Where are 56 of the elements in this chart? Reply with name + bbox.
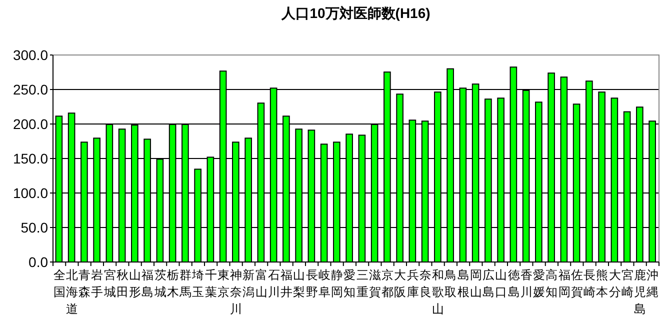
x-tick-label: 広島: [482, 268, 495, 299]
x-tick-label: 宮城: [102, 268, 116, 299]
x-tick-label: 滋賀: [368, 268, 381, 299]
x-tick-label: 兵庫: [406, 268, 419, 299]
x-tick-label: 埼玉: [191, 268, 204, 299]
x-tick-label: 高知: [546, 268, 558, 299]
x-tick-label: 山梨: [293, 268, 306, 299]
y-tick-label: 0.0: [28, 254, 48, 270]
x-tick-label: 大阪: [394, 268, 406, 299]
x-tick-label: 栃木: [166, 268, 179, 299]
x-tick-label: 長野: [306, 268, 318, 299]
x-tick-label: 山口: [495, 268, 508, 299]
x-tick-label: 鹿児島: [634, 268, 646, 316]
y-tick-label: 50.0: [20, 220, 48, 236]
x-tick-label: 長崎: [584, 268, 596, 299]
x-tick-label: 新潟: [242, 268, 255, 299]
x-tick-label: 岩手: [91, 268, 104, 299]
y-tick-label: 250.0: [12, 82, 48, 98]
x-tick-label: 大分: [608, 268, 621, 299]
x-tick-label: 京都: [382, 268, 394, 299]
x-tick-label: 香川: [520, 268, 532, 299]
x-tick-label: 秋田: [116, 268, 128, 299]
x-tick-label: 佐賀: [570, 268, 583, 299]
x-tick-label: 全国: [53, 268, 66, 299]
x-tick-label: 宮崎: [621, 268, 634, 299]
y-tick-label: 300.0: [12, 47, 48, 63]
x-tick-label: 三重: [356, 268, 368, 299]
x-tick-label: 沖縄: [646, 268, 659, 299]
x-tick-label: 群馬: [178, 268, 192, 299]
x-tick-label: 福島: [142, 268, 154, 299]
x-tick-label: 青森: [78, 268, 91, 299]
x-tick-label: 愛媛: [533, 268, 546, 299]
x-tick-label: 奈良: [419, 268, 432, 299]
x-tick-label: 山形: [129, 268, 142, 299]
x-tick-label: 島根: [457, 268, 470, 299]
title: 人口10万対医師数(H16): [282, 5, 430, 21]
x-tick-label: 静岡: [331, 268, 344, 299]
x-tick-label: 福井: [280, 268, 293, 299]
x-tick-label: 茨城: [153, 268, 166, 299]
y-tick-label: 100.0: [12, 185, 48, 201]
y-tick-label: 200.0: [12, 116, 48, 132]
x-tick-label: 富山: [255, 268, 268, 299]
x-tick-label: 千葉: [204, 268, 217, 299]
x-tick-label: 熊本: [596, 268, 608, 299]
x-tick-label: 北海道: [66, 268, 78, 316]
x-tick-label: 岡山: [470, 268, 482, 299]
x-tick-label: 徳島: [508, 268, 520, 299]
x-tick-label: 神奈川: [230, 268, 242, 316]
x-tick-label: 鳥取: [444, 268, 457, 299]
y-tick-label: 150.0: [12, 150, 48, 166]
x-tick-label: 和歌山: [432, 268, 444, 316]
x-tick-label: 東京: [217, 268, 230, 299]
x-tick-label: 愛知: [344, 268, 356, 299]
x-tick-label: 福岡: [558, 268, 570, 299]
x-tick-label: 石川: [268, 268, 280, 299]
x-tick-label: 岐阜: [318, 268, 330, 299]
